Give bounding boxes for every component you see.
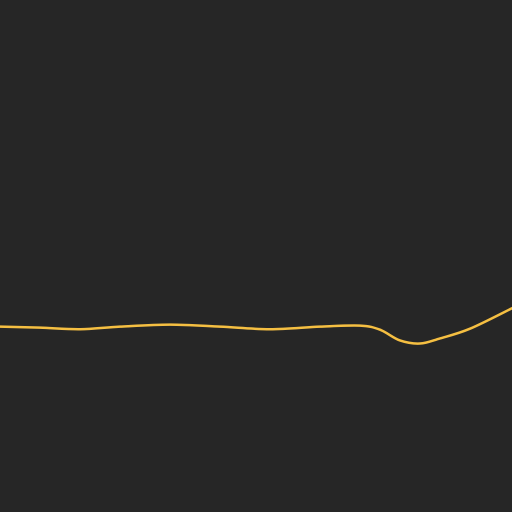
series-line-0 xyxy=(0,306,512,345)
